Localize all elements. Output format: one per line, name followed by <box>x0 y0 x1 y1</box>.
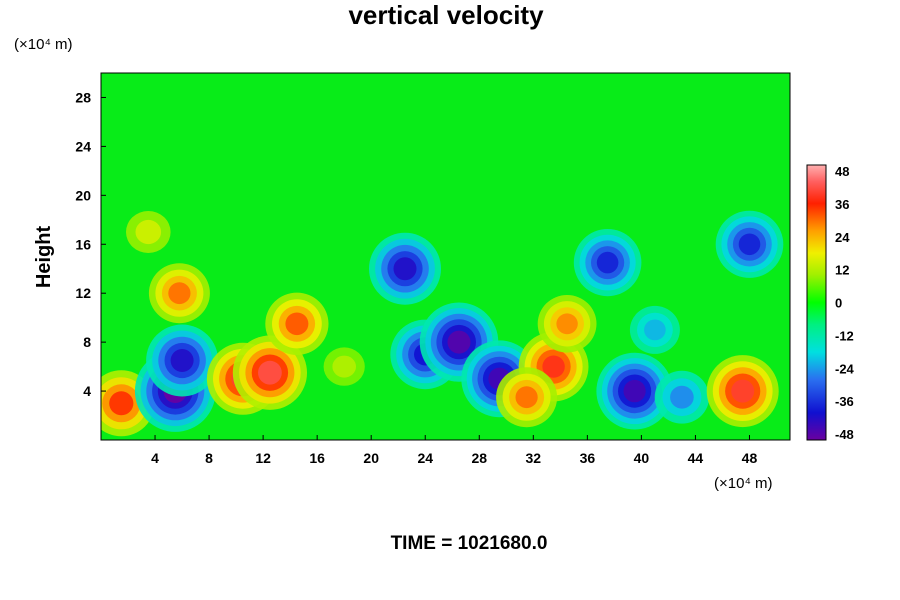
x-tick-label: 16 <box>309 450 325 466</box>
colorbar-tick-label: -24 <box>835 361 855 376</box>
x-tick-label: 8 <box>205 450 213 466</box>
time-label: TIME = 1021680.0 <box>391 533 548 554</box>
x-tick-label: 44 <box>688 450 704 466</box>
x-axis-ticks: 4 8 12 16 20 24 28 32 36 40 44 48 <box>151 435 757 466</box>
heatmap-cell <box>654 370 710 424</box>
contour-band <box>542 355 565 378</box>
x-tick-label: 12 <box>255 450 271 466</box>
contour-band <box>285 312 309 336</box>
heatmap-cell <box>706 355 779 428</box>
y-tick-label: 8 <box>83 334 91 350</box>
colorbar-tick-label: 12 <box>835 263 849 278</box>
y-axis-label: Height <box>33 226 55 289</box>
heatmap-cell <box>323 347 365 386</box>
colorbar-gradient <box>806 164 827 441</box>
contour-band <box>170 349 194 372</box>
contour-band <box>258 360 282 385</box>
contour-band <box>670 385 694 409</box>
contour-band <box>135 219 162 245</box>
heatmap-cell <box>232 335 307 410</box>
x-axis-unit: (×10⁴ m) <box>714 475 773 492</box>
contour-band <box>168 282 191 305</box>
x-tick-label: 48 <box>742 450 758 466</box>
colorbar-tick-label: 0 <box>835 296 842 311</box>
heatmap-cell <box>596 352 673 430</box>
x-tick-label: 32 <box>526 450 542 466</box>
heatmap-cell <box>537 295 597 353</box>
x-tick-label: 24 <box>417 450 433 466</box>
colorbar-tick-label: -48 <box>835 427 854 442</box>
x-tick-label: 36 <box>580 450 596 466</box>
contour-band <box>644 319 666 341</box>
colorbar: 48 36 24 12 0 -12 -24 -36 -48 <box>806 164 855 442</box>
contour-band <box>556 313 578 335</box>
contour-band <box>515 386 538 409</box>
heatmap-cell <box>148 263 210 324</box>
heatmap-cell <box>126 211 171 253</box>
x-tick-label: 4 <box>151 450 159 466</box>
heatmap-cell <box>573 229 642 297</box>
contour-band <box>596 251 619 274</box>
y-tick-label: 24 <box>75 138 91 154</box>
colorbar-ticks: 48 36 24 12 0 -12 -24 -36 -48 <box>835 164 855 442</box>
colorbar-tick-label: 36 <box>835 197 849 212</box>
contour-band <box>109 391 134 416</box>
heatmap-cell <box>146 324 219 397</box>
y-axis-ticks: 4 8 12 16 20 24 28 <box>75 89 106 399</box>
colorbar-tick-label: 24 <box>835 230 850 245</box>
plot-frame <box>100 72 791 441</box>
x-tick-label: 40 <box>634 450 650 466</box>
contour-band <box>738 233 761 256</box>
x-tick-label: 28 <box>471 450 487 466</box>
y-axis-unit: (×10⁴ m) <box>14 36 73 53</box>
colorbar-tick-label: -36 <box>835 394 854 409</box>
heatmap-cell <box>715 210 784 278</box>
x-tick-label: 20 <box>363 450 379 466</box>
heatmap-field <box>101 73 790 440</box>
contour-band <box>447 330 471 354</box>
y-tick-label: 28 <box>75 89 91 105</box>
heatmap-layer <box>101 210 784 437</box>
colorbar-tick-label: -12 <box>835 328 854 343</box>
y-tick-label: 20 <box>75 187 91 203</box>
heatmap-cell <box>265 292 329 355</box>
y-tick-label: 4 <box>83 383 91 399</box>
heatmap-cell <box>369 232 441 305</box>
heatmap-cell <box>461 340 538 418</box>
y-tick-label: 16 <box>75 236 91 252</box>
heatmap-cell <box>629 305 680 354</box>
contour-band <box>393 257 417 281</box>
colorbar-tick-label: 48 <box>835 164 849 179</box>
y-tick-label: 12 <box>75 285 91 301</box>
chart-title: vertical velocity <box>348 0 544 30</box>
contour-band <box>623 379 646 403</box>
heatmap-cell <box>496 367 558 428</box>
contour-band <box>731 379 755 403</box>
contour-band <box>332 355 357 378</box>
